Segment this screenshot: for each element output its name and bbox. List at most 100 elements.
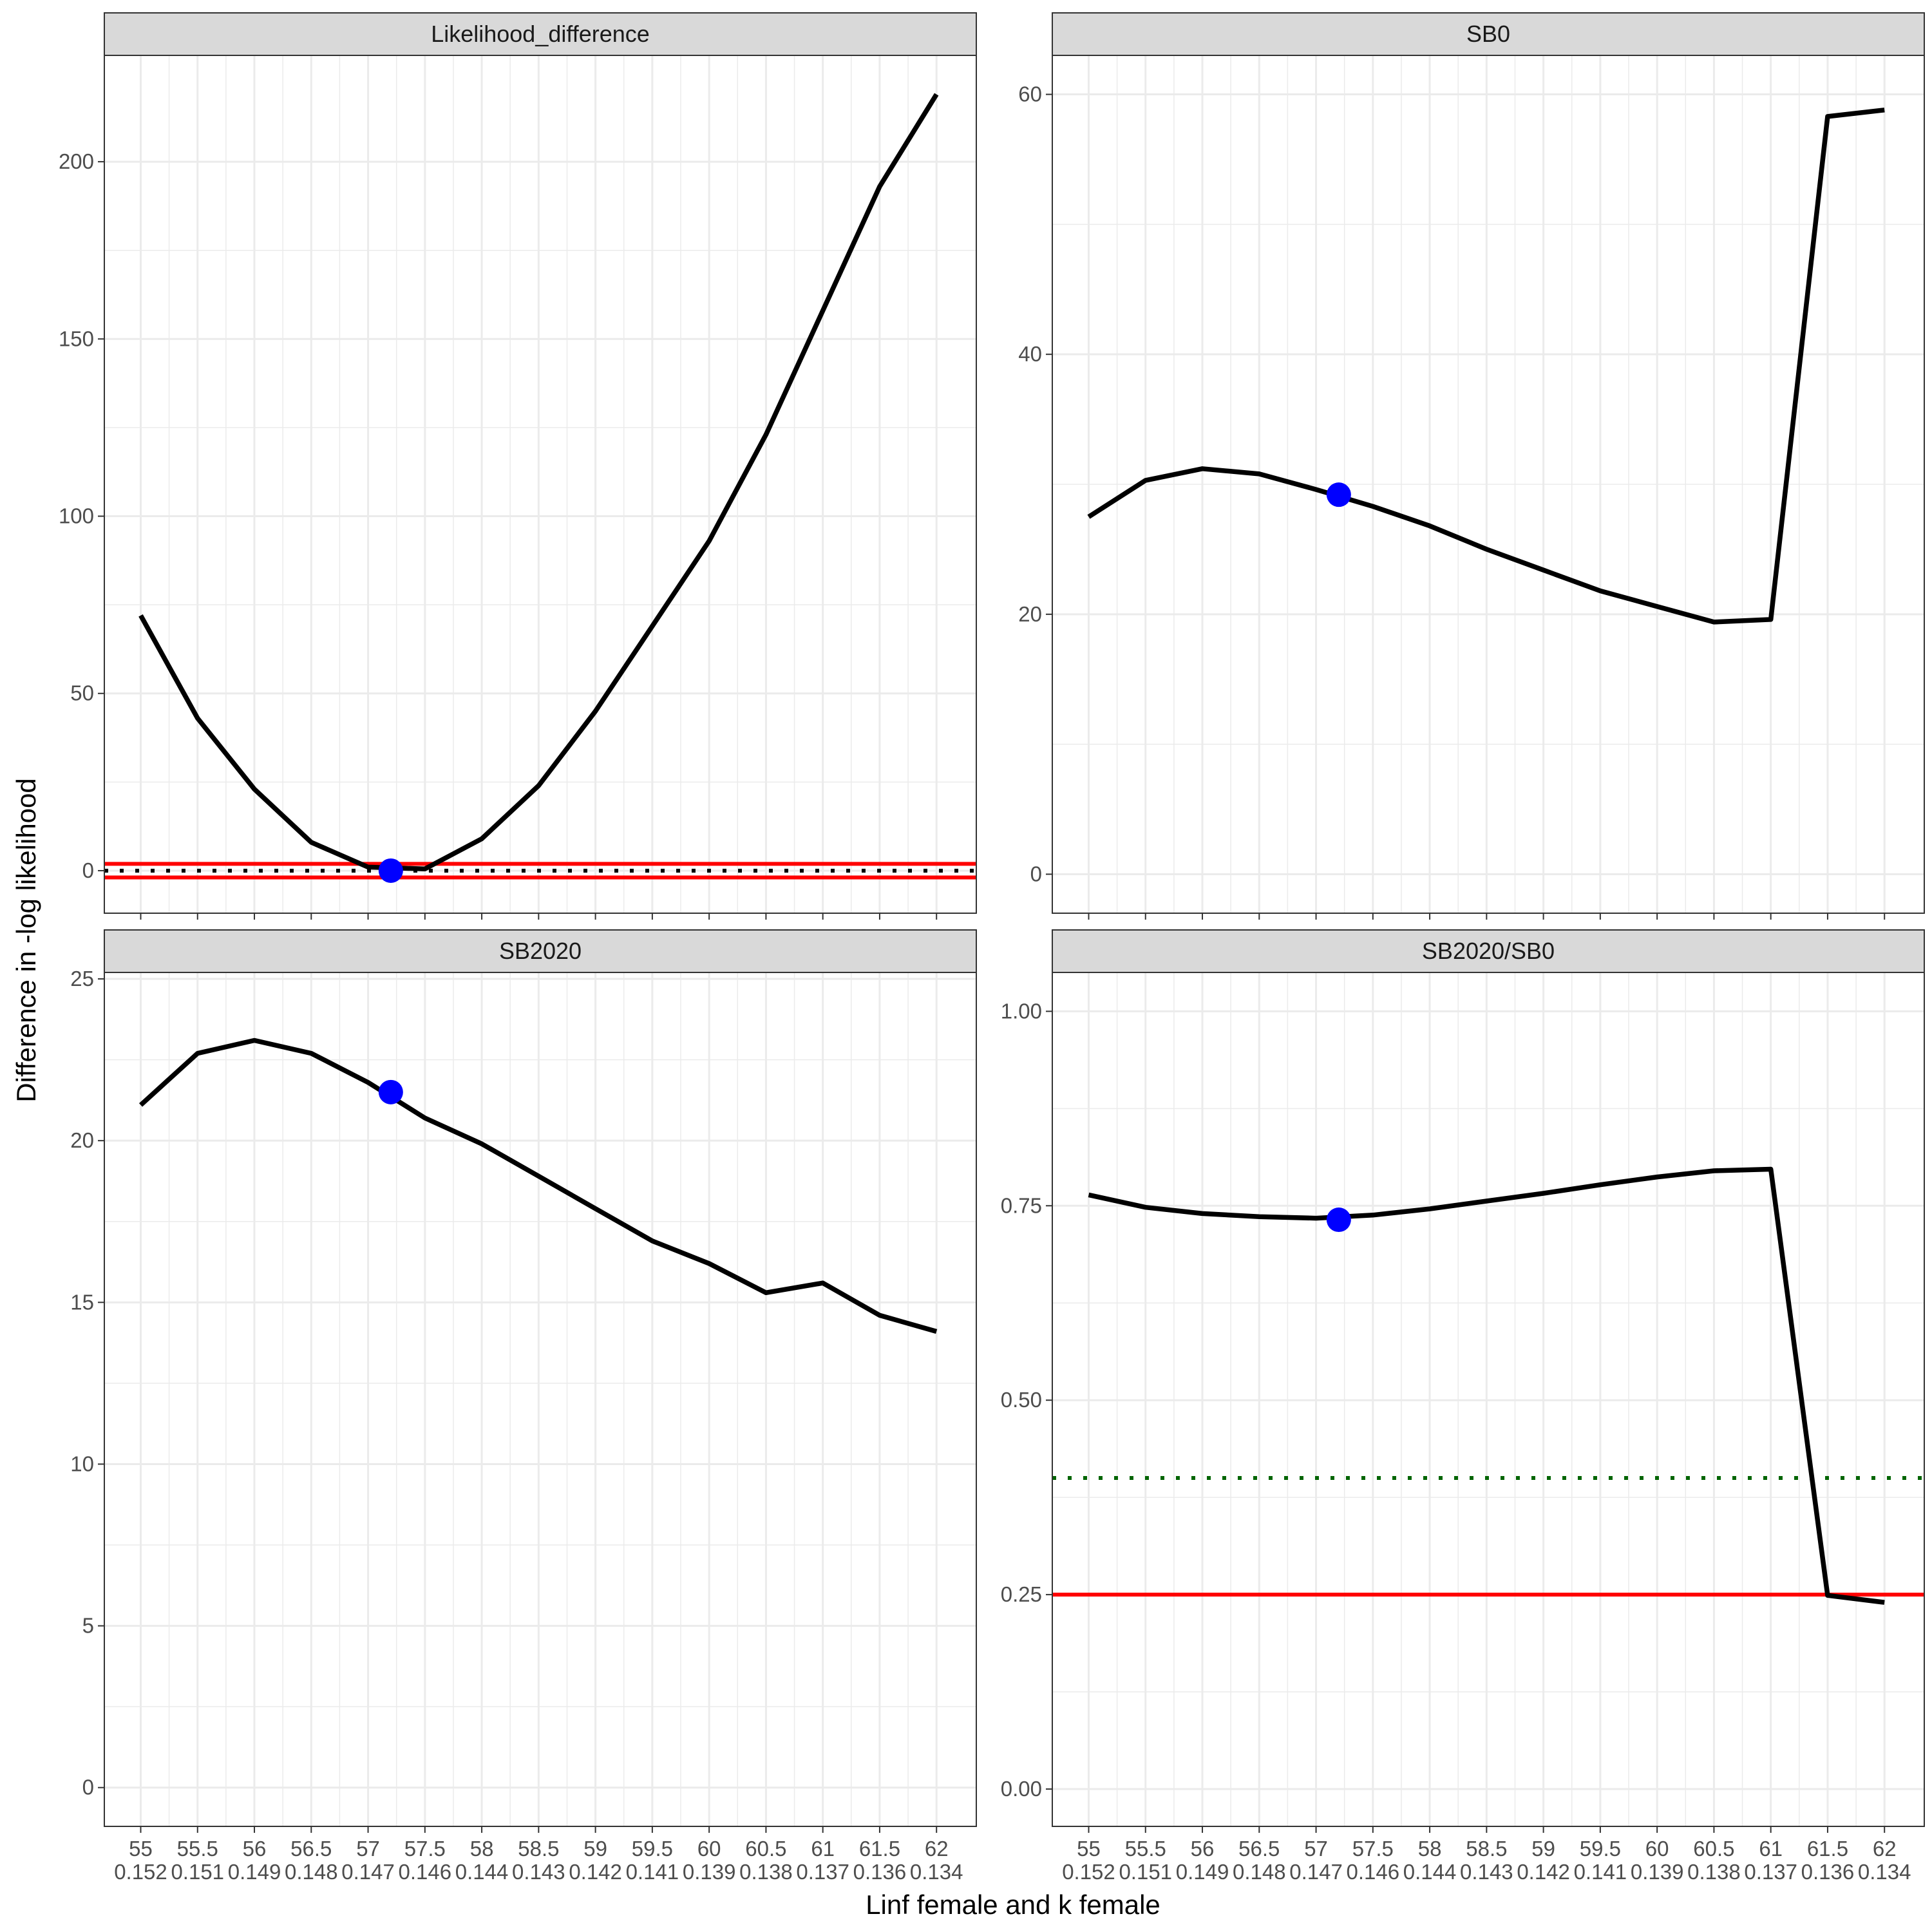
- x-tick-label-k: 0.147: [341, 1860, 395, 1884]
- facet-panel-1: Likelihood_difference 0 50 100 150 200: [59, 12, 977, 920]
- x-tick-label-linf: 58: [470, 1837, 494, 1861]
- y-tick-label: 200: [59, 149, 94, 173]
- x-tick-label-k: 0.134: [1858, 1860, 1911, 1884]
- panel-border: [104, 972, 977, 1827]
- grid-lines: [104, 55, 976, 913]
- y-tick-label: 0.75: [1001, 1193, 1042, 1217]
- y-tick-label: 20: [70, 1128, 94, 1152]
- grid-lines: [1052, 55, 1924, 913]
- facet-panel-2: SB0 0 20 40 60: [1018, 12, 1925, 920]
- x-tick-label-k: 0.136: [853, 1860, 907, 1884]
- mle-point: [1326, 482, 1351, 507]
- facet-strip: [104, 12, 977, 56]
- y-tick-label: 0: [82, 858, 94, 882]
- x-tick-label-linf: 57.5: [1352, 1837, 1394, 1861]
- x-tick-label-linf: 55.5: [1125, 1837, 1166, 1861]
- y-tick-label: 100: [59, 504, 94, 528]
- x-tick-label-k: 0.152: [1062, 1860, 1115, 1884]
- x-tick-label-k: 0.143: [512, 1860, 565, 1884]
- grid-lines: [104, 972, 976, 1826]
- x-tick-label-linf: 61.5: [1807, 1837, 1848, 1861]
- x-tick-label-k: 0.144: [1403, 1860, 1457, 1884]
- x-tick-label-linf: 60: [697, 1837, 721, 1861]
- x-tick-label-linf: 60: [1645, 1837, 1669, 1861]
- x-tick-label-linf: 62: [925, 1837, 949, 1861]
- series-line: [138, 1037, 938, 1334]
- series-line: [1088, 1166, 1885, 1605]
- x-tick-label-linf: 59: [1531, 1837, 1555, 1861]
- x-tick-label-k: 0.146: [1347, 1860, 1400, 1884]
- x-tick-label-k: 0.149: [1176, 1860, 1229, 1884]
- mle-point: [378, 858, 403, 883]
- y-tick-label: 1.00: [1001, 999, 1042, 1023]
- x-tick-label-linf: 61: [811, 1837, 835, 1861]
- x-tick-label-k: 0.141: [626, 1860, 679, 1884]
- x-tick-label-linf: 56: [243, 1837, 267, 1861]
- x-tick-label-k: 0.141: [1574, 1860, 1627, 1884]
- y-tick-label: 0: [1030, 862, 1042, 886]
- x-tick-label-k: 0.142: [1517, 1860, 1570, 1884]
- panel-background: [104, 972, 976, 1826]
- facet-panel-4: SB2020/SB0 0.00 0.25 0.50 0.75 1.00 550.152 55.…: [1001, 929, 1925, 1884]
- y-tick-label: 0.00: [1001, 1777, 1042, 1801]
- x-axis-title: Linf female and k female: [866, 1889, 1160, 1920]
- x-tick-label-linf: 57.5: [404, 1837, 446, 1861]
- facet-strip-label: SB2020/SB0: [1422, 938, 1555, 964]
- y-axis-title: Difference in -log likelihood: [11, 778, 41, 1103]
- x-tick-label-linf: 59.5: [1580, 1837, 1621, 1861]
- x-tick-label-k: 0.144: [455, 1860, 509, 1884]
- facet-strip: [104, 929, 977, 973]
- x-tick-label-linf: 58: [1418, 1837, 1442, 1861]
- facet-panel-3: SB2020 0 5 10 15 20 25 550.152 55.50.151 560.149 5…: [70, 929, 977, 1884]
- y-tick-label: 150: [59, 327, 94, 350]
- x-tick-label-k: 0.139: [1631, 1860, 1684, 1884]
- x-tick-label-k: 0.151: [1119, 1860, 1172, 1884]
- x-tick-label-linf: 62: [1873, 1837, 1897, 1861]
- panel-border: [1052, 972, 1925, 1827]
- y-tick-label: 25: [70, 967, 94, 990]
- grid-lines: [1052, 972, 1924, 1826]
- x-tick-label-linf: 56.5: [290, 1837, 332, 1861]
- x-tick-label-linf: 60.5: [1693, 1837, 1734, 1861]
- y-tick-label: 40: [1018, 342, 1042, 366]
- y-tick-label: 0.25: [1001, 1582, 1042, 1606]
- x-tick-label-k: 0.142: [569, 1860, 622, 1884]
- x-tick-label-k: 0.151: [171, 1860, 224, 1884]
- facet-strip-label: SB0: [1466, 21, 1510, 47]
- y-tick-label: 15: [70, 1290, 94, 1314]
- facet-strip-label: Likelihood_difference: [431, 21, 650, 47]
- mle-point: [1326, 1208, 1351, 1233]
- x-tick-label-k: 0.149: [228, 1860, 281, 1884]
- x-tick-label-k: 0.143: [1460, 1860, 1513, 1884]
- x-tick-label-k: 0.138: [739, 1860, 793, 1884]
- series-line: [1087, 108, 1885, 625]
- panel-border: [104, 55, 977, 914]
- y-tick-label: 20: [1018, 602, 1042, 626]
- x-tick-label-k: 0.148: [285, 1860, 338, 1884]
- x-tick-label-linf: 56.5: [1238, 1837, 1280, 1861]
- y-tick-label: 5: [82, 1614, 94, 1638]
- x-tick-label-k: 0.138: [1687, 1860, 1741, 1884]
- x-tick-label-k: 0.148: [1233, 1860, 1286, 1884]
- x-tick-label-linf: 59.5: [632, 1837, 673, 1861]
- x-tick-label-linf: 57: [1304, 1837, 1328, 1861]
- x-tick-label-k: 0.137: [1744, 1860, 1797, 1884]
- x-tick-label-k: 0.147: [1289, 1860, 1343, 1884]
- x-tick-label-linf: 61: [1759, 1837, 1783, 1861]
- mle-point: [378, 1079, 403, 1104]
- x-tick-label-linf: 58.5: [518, 1837, 559, 1861]
- x-tick-label-linf: 56: [1191, 1837, 1215, 1861]
- x-tick-label-linf: 57: [356, 1837, 380, 1861]
- x-tick-label-linf: 60.5: [745, 1837, 786, 1861]
- x-tick-label-k: 0.134: [910, 1860, 963, 1884]
- x-tick-label-k: 0.139: [683, 1860, 736, 1884]
- x-tick-label-linf: 55: [129, 1837, 153, 1861]
- y-tick-label: 0.50: [1001, 1388, 1042, 1412]
- y-tick-label: 0: [82, 1776, 94, 1799]
- x-tick-label-linf: 55.5: [177, 1837, 218, 1861]
- x-tick-label-linf: 61.5: [859, 1837, 900, 1861]
- x-tick-label-k: 0.137: [796, 1860, 849, 1884]
- x-tick-label-k: 0.146: [399, 1860, 452, 1884]
- panel-background: [104, 55, 976, 913]
